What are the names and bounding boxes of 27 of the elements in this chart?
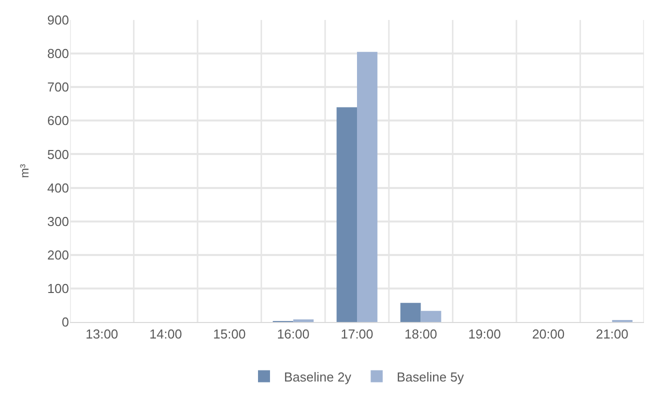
- x-tick-label: 13:00: [86, 326, 118, 342]
- bar: [336, 107, 357, 322]
- x-tick-label: 21:00: [596, 326, 628, 342]
- x-tick-label: 18:00: [404, 326, 438, 342]
- y-tick-label: 500: [47, 146, 69, 162]
- y-tick-label: 900: [47, 12, 69, 28]
- y-tick-label: 600: [47, 113, 69, 128]
- y-tick-label: 300: [47, 214, 69, 229]
- y-axis-title: m³: [18, 164, 32, 178]
- x-tick-label: 19:00: [468, 326, 501, 342]
- y-tick-label: 0: [62, 314, 69, 330]
- legend-label: Baseline 2y: [284, 369, 352, 384]
- legend-label: Baseline 5y: [396, 369, 464, 384]
- bar: [357, 52, 378, 322]
- bar: [293, 319, 314, 322]
- y-tick-label: 200: [47, 247, 69, 262]
- x-tick-label: 16:00: [276, 326, 310, 342]
- x-tick-label: 20:00: [532, 326, 565, 342]
- x-tick-label: 14:00: [149, 326, 182, 342]
- y-tick-label: 700: [47, 80, 69, 95]
- y-tick-label: 800: [47, 46, 69, 62]
- bar: [420, 310, 442, 322]
- bar: [400, 302, 421, 322]
- x-tick-label: 15:00: [213, 326, 246, 342]
- x-tick-label: 17:00: [340, 326, 374, 342]
- y-tick-label: 100: [47, 280, 69, 296]
- y-tick-label: 400: [47, 180, 69, 196]
